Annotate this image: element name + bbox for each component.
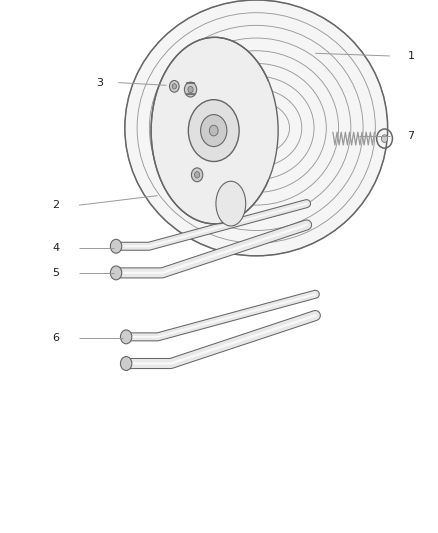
Ellipse shape — [125, 0, 388, 256]
Text: 5: 5 — [53, 268, 60, 278]
Ellipse shape — [216, 181, 246, 226]
Text: 4: 4 — [53, 243, 60, 253]
Circle shape — [188, 86, 193, 93]
Circle shape — [209, 125, 218, 136]
Circle shape — [170, 80, 179, 92]
Circle shape — [191, 168, 203, 182]
Text: 3: 3 — [96, 78, 103, 87]
Circle shape — [172, 84, 177, 89]
Text: 1: 1 — [407, 51, 414, 61]
Circle shape — [184, 82, 197, 97]
Circle shape — [381, 135, 388, 142]
Circle shape — [194, 172, 200, 178]
Circle shape — [188, 100, 239, 161]
Circle shape — [120, 330, 132, 344]
Ellipse shape — [151, 37, 278, 224]
Text: 6: 6 — [53, 334, 60, 343]
Circle shape — [110, 266, 122, 280]
Text: 2: 2 — [53, 200, 60, 210]
Circle shape — [120, 357, 132, 370]
Circle shape — [110, 239, 122, 253]
Circle shape — [201, 115, 227, 147]
Text: 7: 7 — [407, 131, 414, 141]
